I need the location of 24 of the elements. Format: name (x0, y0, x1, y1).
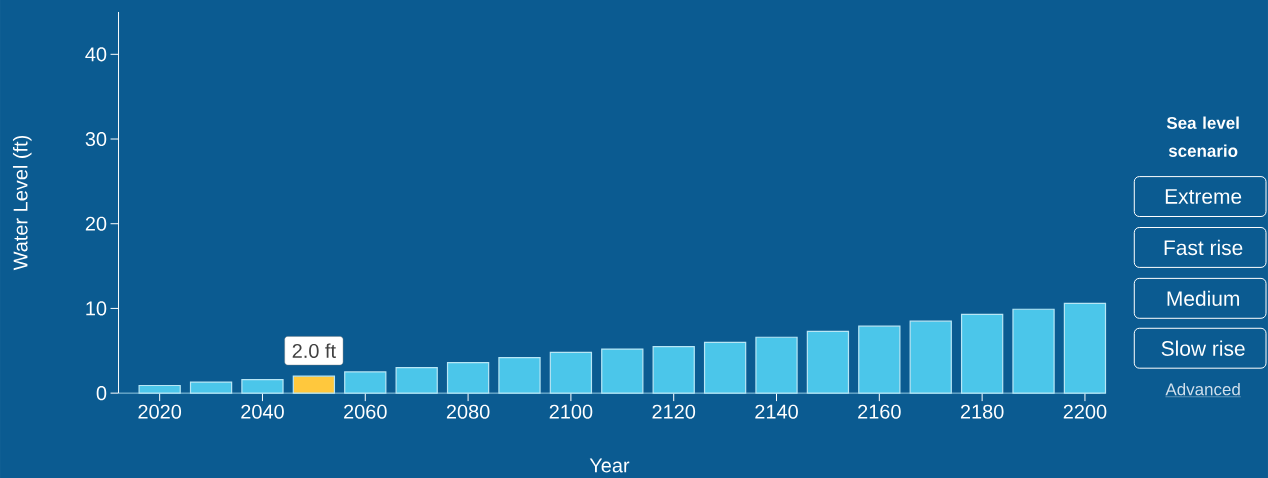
x-tick-label: 2100 (549, 404, 593, 419)
annotation: 2.0 ft (292, 343, 336, 359)
text: Medium (1167, 290, 1240, 307)
y-tick-label: 10 (86, 301, 107, 316)
x-tick-label: 2200 (1063, 404, 1107, 419)
y-axis-title: Water Level (ft) (12, 136, 32, 271)
x-tick-label: 2080 (446, 404, 490, 419)
x-tick-label: 2140 (755, 404, 798, 419)
text: Extreme (1165, 189, 1242, 204)
text: Fast rise (1164, 239, 1243, 256)
x-axis-title: Year (589, 458, 630, 473)
text: Slow rise (1161, 340, 1245, 356)
text: Advanced (1165, 382, 1240, 396)
x-tick-label: 2060 (344, 404, 387, 419)
y-tick-label: 20 (85, 216, 107, 231)
x-tick-label: 2040 (241, 404, 284, 419)
y-tick-label: 30 (85, 132, 107, 147)
x-tick-label: 2020 (138, 404, 182, 419)
y-tick-label: 0 (96, 386, 107, 401)
text: Sea level scenario (1166, 116, 1239, 157)
x-tick-label: 2120 (652, 404, 696, 419)
x-tick-label: 2160 (858, 404, 901, 419)
x-tick-label: 2180 (960, 404, 1004, 419)
y-tick-label: 40 (85, 47, 107, 62)
